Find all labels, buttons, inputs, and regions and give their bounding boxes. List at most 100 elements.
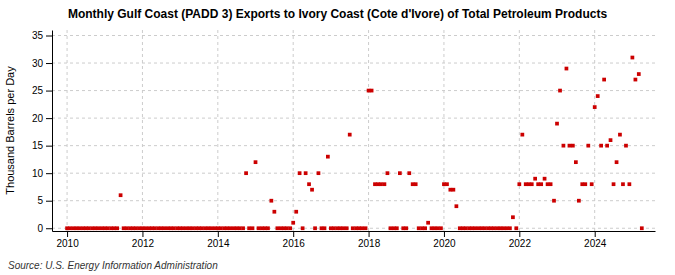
y-tick-label: 10 — [32, 168, 44, 179]
point — [602, 78, 606, 82]
point — [612, 182, 616, 186]
point — [631, 56, 635, 60]
x-tick: 2018 — [358, 231, 381, 249]
point — [87, 226, 91, 230]
y-axis-line — [52, 31, 53, 232]
point — [464, 226, 468, 230]
point — [351, 226, 355, 230]
point — [191, 226, 195, 230]
point — [552, 199, 556, 203]
y-tick-mark — [46, 173, 52, 174]
point — [590, 182, 594, 186]
point — [341, 226, 345, 230]
x-tick-mark — [595, 231, 596, 237]
point — [332, 226, 336, 230]
point — [153, 226, 157, 230]
x-tick-mark — [519, 231, 520, 237]
point — [96, 226, 100, 230]
point — [115, 226, 119, 230]
x-tick-mark — [444, 231, 445, 237]
y-tick-label: 20 — [32, 113, 44, 124]
y-tick: 15 — [32, 140, 52, 151]
point — [348, 133, 352, 137]
point — [345, 226, 349, 230]
chart-svg: 2010201220142016201820202022202405101520… — [0, 0, 675, 275]
point — [473, 226, 477, 230]
point — [291, 221, 295, 225]
x-tick-label: 2010 — [56, 238, 79, 249]
x-tick-label: 2018 — [358, 238, 381, 249]
point — [539, 182, 543, 186]
x-grid-line — [368, 30, 369, 231]
point — [254, 160, 258, 164]
point — [615, 160, 619, 164]
point — [389, 226, 393, 230]
point — [452, 188, 456, 192]
y-tick: 0 — [37, 223, 52, 234]
point — [520, 133, 524, 137]
point — [628, 182, 632, 186]
point — [370, 89, 374, 93]
point — [483, 226, 487, 230]
y-tick-mark — [46, 36, 52, 37]
point — [455, 204, 459, 208]
point — [144, 226, 148, 230]
x-tick: 2012 — [132, 231, 155, 249]
point — [445, 182, 449, 186]
point — [508, 226, 512, 230]
point — [219, 226, 223, 230]
point — [360, 226, 364, 230]
x-tick: 2014 — [207, 231, 230, 249]
point — [414, 182, 418, 186]
y-tick-label: 5 — [37, 195, 43, 206]
x-axis: 20102012201420162018202020222024 — [53, 231, 656, 249]
y-axis: 0 5 10 15 20 25 30 35 — [32, 30, 53, 234]
point — [298, 171, 302, 175]
point — [200, 226, 204, 230]
x-tick-label: 2020 — [433, 238, 456, 249]
point — [288, 226, 292, 230]
point — [543, 177, 547, 181]
x-tick-label: 2012 — [132, 238, 155, 249]
point — [583, 182, 587, 186]
point — [395, 226, 399, 230]
x-tick-label: 2022 — [509, 238, 532, 249]
point — [558, 89, 562, 93]
point — [326, 155, 330, 159]
point — [119, 193, 123, 197]
point — [492, 226, 496, 230]
point — [251, 226, 255, 230]
point — [621, 182, 625, 186]
point — [514, 226, 518, 230]
x-tick-mark — [369, 231, 370, 237]
point — [244, 171, 248, 175]
title: Monthly Gulf Coast (PADD 3) Exports to I… — [68, 7, 607, 21]
y-tick-mark — [46, 63, 52, 64]
y-grid-line — [52, 118, 655, 119]
point — [511, 215, 515, 219]
x-tick: 2020 — [433, 231, 456, 249]
y-tick-label: 15 — [32, 140, 44, 151]
point — [618, 133, 622, 137]
source-note: Source: U.S. Energy Information Administ… — [8, 260, 218, 271]
point — [634, 78, 638, 82]
point — [565, 67, 569, 71]
y-tick: 30 — [32, 58, 52, 69]
point — [436, 226, 440, 230]
point — [637, 72, 641, 76]
point — [238, 226, 242, 230]
points — [65, 56, 643, 230]
point — [417, 226, 421, 230]
point — [407, 171, 411, 175]
point — [398, 171, 402, 175]
point — [555, 122, 559, 126]
y-tick: 35 — [32, 30, 52, 41]
point — [596, 94, 600, 98]
point — [106, 226, 110, 230]
point — [247, 226, 251, 230]
y-tick: 25 — [32, 85, 52, 96]
point — [571, 144, 575, 148]
point — [294, 210, 298, 214]
y-grid-line — [52, 63, 655, 64]
point — [310, 188, 314, 192]
